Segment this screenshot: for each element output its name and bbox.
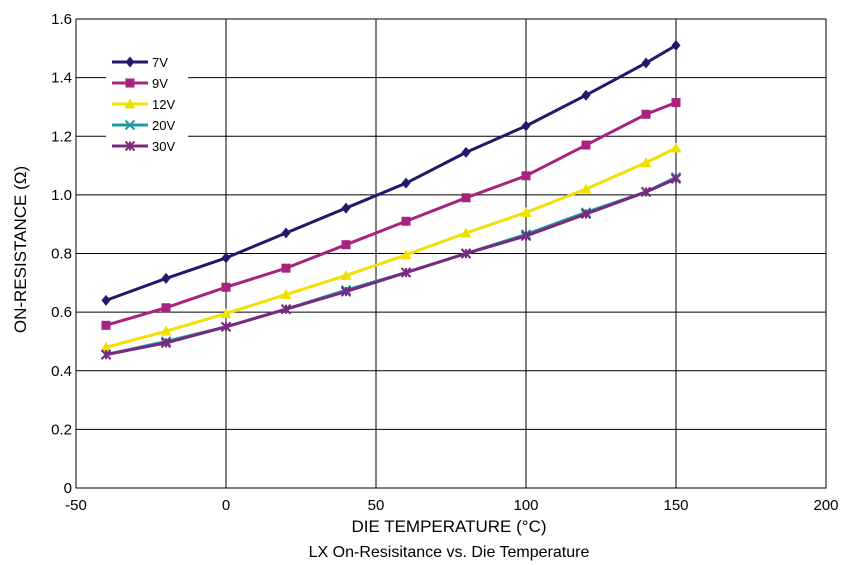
data-point bbox=[100, 341, 112, 352]
data-point bbox=[341, 240, 351, 250]
data-point bbox=[461, 146, 471, 158]
series-30v bbox=[100, 173, 682, 360]
legend-marker bbox=[124, 140, 136, 152]
x-tick-label: 100 bbox=[513, 497, 538, 514]
data-point bbox=[220, 321, 232, 332]
y-tick-label: 0.6 bbox=[51, 304, 72, 321]
legend-label: 30V bbox=[152, 139, 175, 154]
chart-caption: LX On-Resisitance vs. Die Temperature bbox=[309, 544, 590, 561]
data-point bbox=[281, 263, 291, 273]
data-point bbox=[401, 216, 411, 226]
legend-item: 9V bbox=[112, 76, 168, 91]
series-line bbox=[105, 175, 677, 357]
legend-item: 30V bbox=[112, 139, 175, 154]
series-layer bbox=[100, 39, 682, 360]
data-point bbox=[671, 39, 681, 51]
data-point bbox=[670, 173, 682, 184]
series-20v bbox=[100, 172, 682, 360]
data-point bbox=[280, 303, 292, 315]
data-point bbox=[521, 120, 531, 132]
data-point bbox=[340, 286, 352, 297]
x-tick-label: 50 bbox=[368, 497, 385, 514]
data-point bbox=[670, 142, 682, 153]
grid bbox=[75, 18, 827, 489]
y-tick-label: 1.4 bbox=[51, 70, 72, 87]
y-tick-label: 0.8 bbox=[51, 246, 72, 263]
data-point bbox=[400, 267, 412, 278]
data-point bbox=[220, 308, 232, 319]
series-12v bbox=[100, 142, 682, 352]
data-point bbox=[641, 109, 651, 119]
legend-marker bbox=[125, 78, 135, 88]
data-point bbox=[340, 269, 352, 280]
legend-label: 20V bbox=[152, 118, 175, 133]
series-line bbox=[105, 146, 677, 349]
y-tick-label: 1.0 bbox=[51, 187, 72, 204]
data-point bbox=[580, 183, 592, 194]
data-point bbox=[221, 282, 231, 292]
y-tick-label: 0 bbox=[64, 480, 72, 497]
data-point bbox=[160, 325, 172, 336]
data-point bbox=[671, 98, 681, 108]
data-point bbox=[101, 294, 111, 306]
data-point bbox=[581, 89, 591, 101]
x-tick-label: 200 bbox=[813, 497, 838, 514]
series-line bbox=[105, 44, 677, 302]
data-point bbox=[460, 227, 472, 238]
legend-item: 20V bbox=[112, 118, 175, 133]
legend-label: 12V bbox=[152, 97, 175, 112]
y-tick-label: 0.4 bbox=[51, 363, 72, 380]
y-tick-label: 1.2 bbox=[51, 128, 72, 145]
legend-label: 9V bbox=[152, 76, 168, 91]
x-tick-label: 0 bbox=[222, 497, 230, 514]
data-point bbox=[280, 289, 292, 300]
data-point bbox=[520, 206, 532, 217]
plot-frame bbox=[75, 18, 827, 489]
data-point bbox=[641, 57, 651, 69]
data-point bbox=[580, 208, 592, 220]
data-point bbox=[161, 272, 171, 284]
y-axis-title: ON-RESISTANCE (Ω) bbox=[11, 166, 30, 333]
legend-marker bbox=[124, 119, 136, 131]
data-point bbox=[281, 227, 291, 239]
x-axis-ticks: -50 0 50 100 150 200 bbox=[65, 497, 838, 514]
x-tick-label: 150 bbox=[663, 497, 688, 514]
data-point bbox=[161, 303, 171, 313]
data-point bbox=[401, 177, 411, 189]
x-axis-title: DIE TEMPERATURE (°C) bbox=[351, 517, 546, 536]
y-tick-label: 0.2 bbox=[51, 421, 72, 438]
data-point bbox=[640, 157, 652, 168]
y-tick-label: 1.6 bbox=[51, 11, 72, 28]
legend-marker bbox=[124, 98, 136, 109]
data-point bbox=[581, 140, 591, 150]
data-point bbox=[460, 248, 472, 259]
series-7v bbox=[101, 39, 681, 306]
series-9v bbox=[101, 98, 681, 330]
legend: 7V 9V 12V 20V 30V bbox=[106, 47, 188, 154]
x-tick-label: -50 bbox=[65, 497, 87, 514]
legend-marker bbox=[125, 56, 135, 68]
data-point bbox=[101, 320, 111, 330]
data-point bbox=[521, 171, 531, 181]
legend-item: 7V bbox=[112, 55, 168, 70]
y-axis-ticks: 0 0.2 0.4 0.6 0.8 1.0 1.2 1.4 1.6 bbox=[51, 11, 72, 497]
data-point bbox=[100, 349, 112, 360]
data-point bbox=[341, 202, 351, 214]
data-point bbox=[400, 249, 412, 260]
data-point bbox=[640, 186, 652, 198]
legend-item: 12V bbox=[112, 97, 175, 112]
data-point bbox=[461, 193, 471, 203]
data-point bbox=[160, 337, 172, 349]
legend-box bbox=[106, 47, 188, 154]
data-point bbox=[520, 230, 532, 242]
series-line bbox=[105, 177, 677, 357]
legend-label: 7V bbox=[152, 55, 168, 70]
data-point bbox=[221, 252, 231, 264]
